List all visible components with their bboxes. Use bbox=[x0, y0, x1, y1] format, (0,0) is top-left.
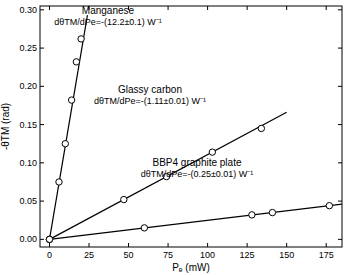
y-tick bbox=[40, 9, 44, 10]
x-tick-label: 50 bbox=[124, 250, 134, 260]
point bbox=[56, 179, 62, 185]
x-axis-label: Pₑ (mW) bbox=[172, 262, 210, 273]
point bbox=[258, 125, 264, 131]
y-tick bbox=[338, 86, 342, 87]
y-tick bbox=[40, 162, 44, 163]
x-tick bbox=[326, 6, 327, 10]
point bbox=[269, 209, 275, 215]
y-tick bbox=[338, 9, 342, 10]
y-tick bbox=[40, 124, 44, 125]
x-tick bbox=[168, 243, 169, 247]
point bbox=[78, 36, 84, 42]
y-tick-label: 0.25 bbox=[19, 43, 37, 53]
point bbox=[46, 236, 52, 242]
fit-line bbox=[49, 15, 87, 239]
x-tick-label: 125 bbox=[240, 250, 255, 260]
x-tick bbox=[168, 6, 169, 10]
x-tick bbox=[49, 6, 50, 10]
plot-area bbox=[46, 15, 342, 242]
y-tick bbox=[40, 48, 44, 49]
point bbox=[73, 59, 79, 65]
y-tick bbox=[338, 124, 342, 125]
annotation: dθTM/dPe=-(12.2±0.1) W⁻¹ bbox=[54, 17, 162, 27]
frame bbox=[40, 6, 342, 247]
x-tick-label: 0 bbox=[47, 250, 52, 260]
point bbox=[46, 236, 52, 242]
x-tick-label: 175 bbox=[319, 250, 334, 260]
y-tick-label: 0.10 bbox=[19, 158, 37, 168]
annotation: dθTM/dPe=-(1.11±0.01) W⁻¹ bbox=[94, 96, 206, 106]
point bbox=[121, 196, 127, 202]
y-tick-label: 0.00 bbox=[19, 234, 37, 244]
y-tick bbox=[40, 86, 44, 87]
x-tick bbox=[326, 243, 327, 247]
chart: 0 25 50 75 100 125 150 175 0.00 0.05 0.10 0.15 0.20 0… bbox=[0, 0, 347, 275]
x-tick bbox=[286, 6, 287, 10]
x-tick-label: 25 bbox=[84, 250, 94, 260]
y-tick bbox=[40, 201, 44, 202]
x-tick bbox=[49, 243, 50, 247]
point bbox=[209, 149, 215, 155]
x-tick bbox=[128, 243, 129, 247]
series-label: Glassy carbon bbox=[118, 84, 182, 95]
x-tick bbox=[286, 243, 287, 247]
fit-line bbox=[49, 112, 286, 239]
annotation: dθTM/dPe=-(0.25±0.01) W⁻¹ bbox=[141, 169, 254, 179]
x-tick bbox=[247, 6, 248, 10]
point bbox=[249, 212, 255, 218]
y-tick bbox=[338, 239, 342, 240]
x-tick bbox=[247, 243, 248, 247]
y-tick bbox=[338, 48, 342, 49]
point bbox=[141, 225, 147, 231]
y-tick-label: 0.15 bbox=[19, 120, 37, 130]
x-tick-label: 100 bbox=[200, 250, 215, 260]
y-tick bbox=[338, 201, 342, 202]
point bbox=[326, 202, 332, 208]
y-tick bbox=[40, 239, 44, 240]
x-tick bbox=[207, 6, 208, 10]
point bbox=[46, 236, 52, 242]
y-axis-label: -θTM (rad) bbox=[0, 103, 11, 150]
x-tick-label: 75 bbox=[163, 250, 173, 260]
x-tick bbox=[89, 243, 90, 247]
fit-line bbox=[49, 204, 342, 239]
point bbox=[62, 141, 68, 147]
y-tick-label: 0.20 bbox=[19, 81, 37, 91]
x-tick bbox=[207, 243, 208, 247]
y-tick bbox=[338, 162, 342, 163]
series-label: Manganese bbox=[82, 5, 135, 16]
y-tick-label: 0.30 bbox=[19, 5, 37, 15]
x-tick-label: 150 bbox=[279, 250, 294, 260]
point bbox=[68, 97, 74, 103]
y-tick-label: 0.05 bbox=[19, 196, 37, 206]
series-label: BBP4 graphite plate bbox=[153, 157, 242, 168]
